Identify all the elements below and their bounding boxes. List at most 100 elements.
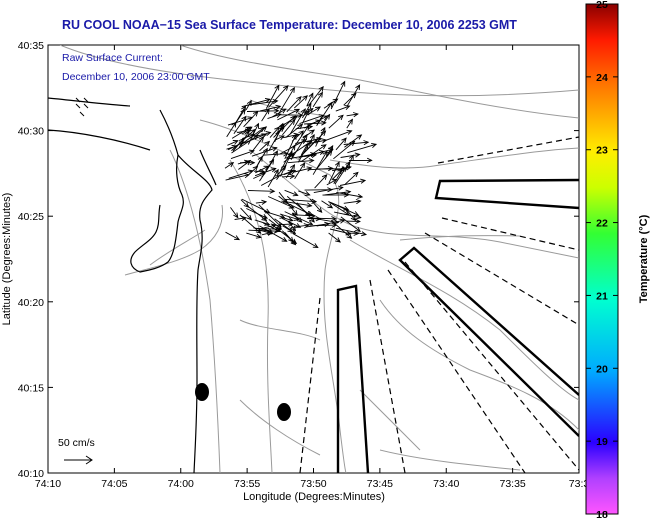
current-vector xyxy=(252,136,264,151)
colorbar-tick-label: 20 xyxy=(596,363,608,375)
x-axis: 74:10 74:05 74:00 73:55 73:50 73:45 73:40 73:35… xyxy=(35,45,589,490)
current-vector xyxy=(283,170,296,176)
current-vector-head xyxy=(335,237,341,243)
current-vector xyxy=(242,133,267,145)
current-vector xyxy=(268,85,289,108)
current-vector xyxy=(228,170,253,179)
current-vector-head xyxy=(255,233,262,239)
current-vector-head xyxy=(247,169,254,175)
current-vector-head xyxy=(290,228,297,235)
current-vector xyxy=(309,198,323,213)
current-vector xyxy=(237,160,250,165)
current-vector-head xyxy=(262,147,268,154)
current-vector-head xyxy=(244,159,251,165)
current-vector-head xyxy=(276,221,282,228)
current-vector-head xyxy=(310,152,317,158)
current-vector xyxy=(288,153,316,160)
current-vector xyxy=(268,196,294,209)
current-vector xyxy=(283,133,299,139)
current-vector xyxy=(254,167,276,177)
current-vector-head xyxy=(288,236,294,243)
current-vector-head xyxy=(327,203,334,209)
current-vector-head xyxy=(371,143,378,149)
current-vector xyxy=(293,125,310,149)
current-vector-head xyxy=(345,189,352,195)
current-vector-head xyxy=(261,199,268,205)
x-tick-label: 74:10 xyxy=(35,478,61,490)
current-vector xyxy=(225,231,240,240)
current-vector-head xyxy=(306,140,313,146)
current-vector-head xyxy=(259,168,266,175)
current-vector-head xyxy=(297,112,304,118)
current-vector-head xyxy=(337,185,344,191)
current-vector-head xyxy=(320,126,326,133)
current-vector-head xyxy=(254,122,259,129)
current-vector xyxy=(242,134,255,140)
current-vector xyxy=(263,210,285,219)
current-vector-head xyxy=(228,162,235,168)
colorbar-tick-label: 18 xyxy=(596,509,608,518)
y-tick-label: 40:25 xyxy=(18,211,44,223)
current-vector xyxy=(298,190,310,196)
current-vector-head xyxy=(258,135,265,142)
colorbar-tick-label: 21 xyxy=(596,290,608,302)
current-vector-head xyxy=(261,133,268,139)
current-vector xyxy=(307,217,336,220)
current-vector xyxy=(329,228,351,235)
current-vector xyxy=(285,124,303,138)
current-vector-head xyxy=(261,215,268,222)
y-tick-label: 40:20 xyxy=(18,297,44,309)
current-vector xyxy=(328,232,341,243)
current-vector xyxy=(334,211,361,219)
annotation-line1: Raw Surface Current: xyxy=(62,52,163,64)
current-vector-head xyxy=(353,230,360,236)
current-vector-head xyxy=(347,118,353,125)
current-vector xyxy=(316,102,333,127)
current-vector xyxy=(332,169,343,180)
current-vector-head xyxy=(355,218,361,225)
current-vector-head xyxy=(300,162,306,169)
current-vector xyxy=(284,189,298,196)
current-vector xyxy=(282,119,296,136)
current-vector-head xyxy=(270,167,277,173)
current-vector xyxy=(307,120,321,126)
current-vector-head xyxy=(307,124,314,130)
current-vector-head xyxy=(308,92,314,99)
current-vector xyxy=(330,81,346,110)
current-vector xyxy=(294,167,312,173)
current-vector-head xyxy=(291,238,298,245)
current-vector-head xyxy=(360,231,368,237)
current-vector-head xyxy=(295,223,302,228)
current-vector xyxy=(306,93,314,107)
current-vector xyxy=(347,84,360,106)
current-vector xyxy=(291,130,304,142)
current-vector xyxy=(254,219,270,226)
current-vector-head xyxy=(352,112,359,118)
current-vector xyxy=(265,85,280,109)
current-vector-head xyxy=(269,188,276,194)
current-vector xyxy=(329,201,350,216)
current-vector-head xyxy=(233,212,239,219)
current-vector xyxy=(233,116,247,135)
dashed-tracks xyxy=(299,136,579,473)
current-vector-head xyxy=(350,215,357,222)
current-vector-head xyxy=(297,123,304,130)
current-vector xyxy=(321,200,333,209)
current-vector-head xyxy=(244,173,251,179)
current-vector xyxy=(306,106,321,116)
current-vector-head xyxy=(338,114,344,121)
current-vector xyxy=(289,108,306,135)
current-vector xyxy=(345,208,356,221)
bathymetry-contours xyxy=(59,45,579,473)
y-tick-label: 40:35 xyxy=(18,40,44,52)
current-vector-head xyxy=(281,164,287,171)
current-vector-head xyxy=(281,236,288,242)
annotation-line2: December 10, 2006 23:00 GMT xyxy=(62,71,210,83)
current-vector-head xyxy=(241,215,248,221)
current-vector-head xyxy=(249,160,256,166)
current-vector-head xyxy=(249,128,256,135)
current-vector xyxy=(304,122,326,125)
current-vector-head xyxy=(234,235,241,241)
grid-marks xyxy=(75,97,89,117)
current-vector-head xyxy=(275,113,282,119)
